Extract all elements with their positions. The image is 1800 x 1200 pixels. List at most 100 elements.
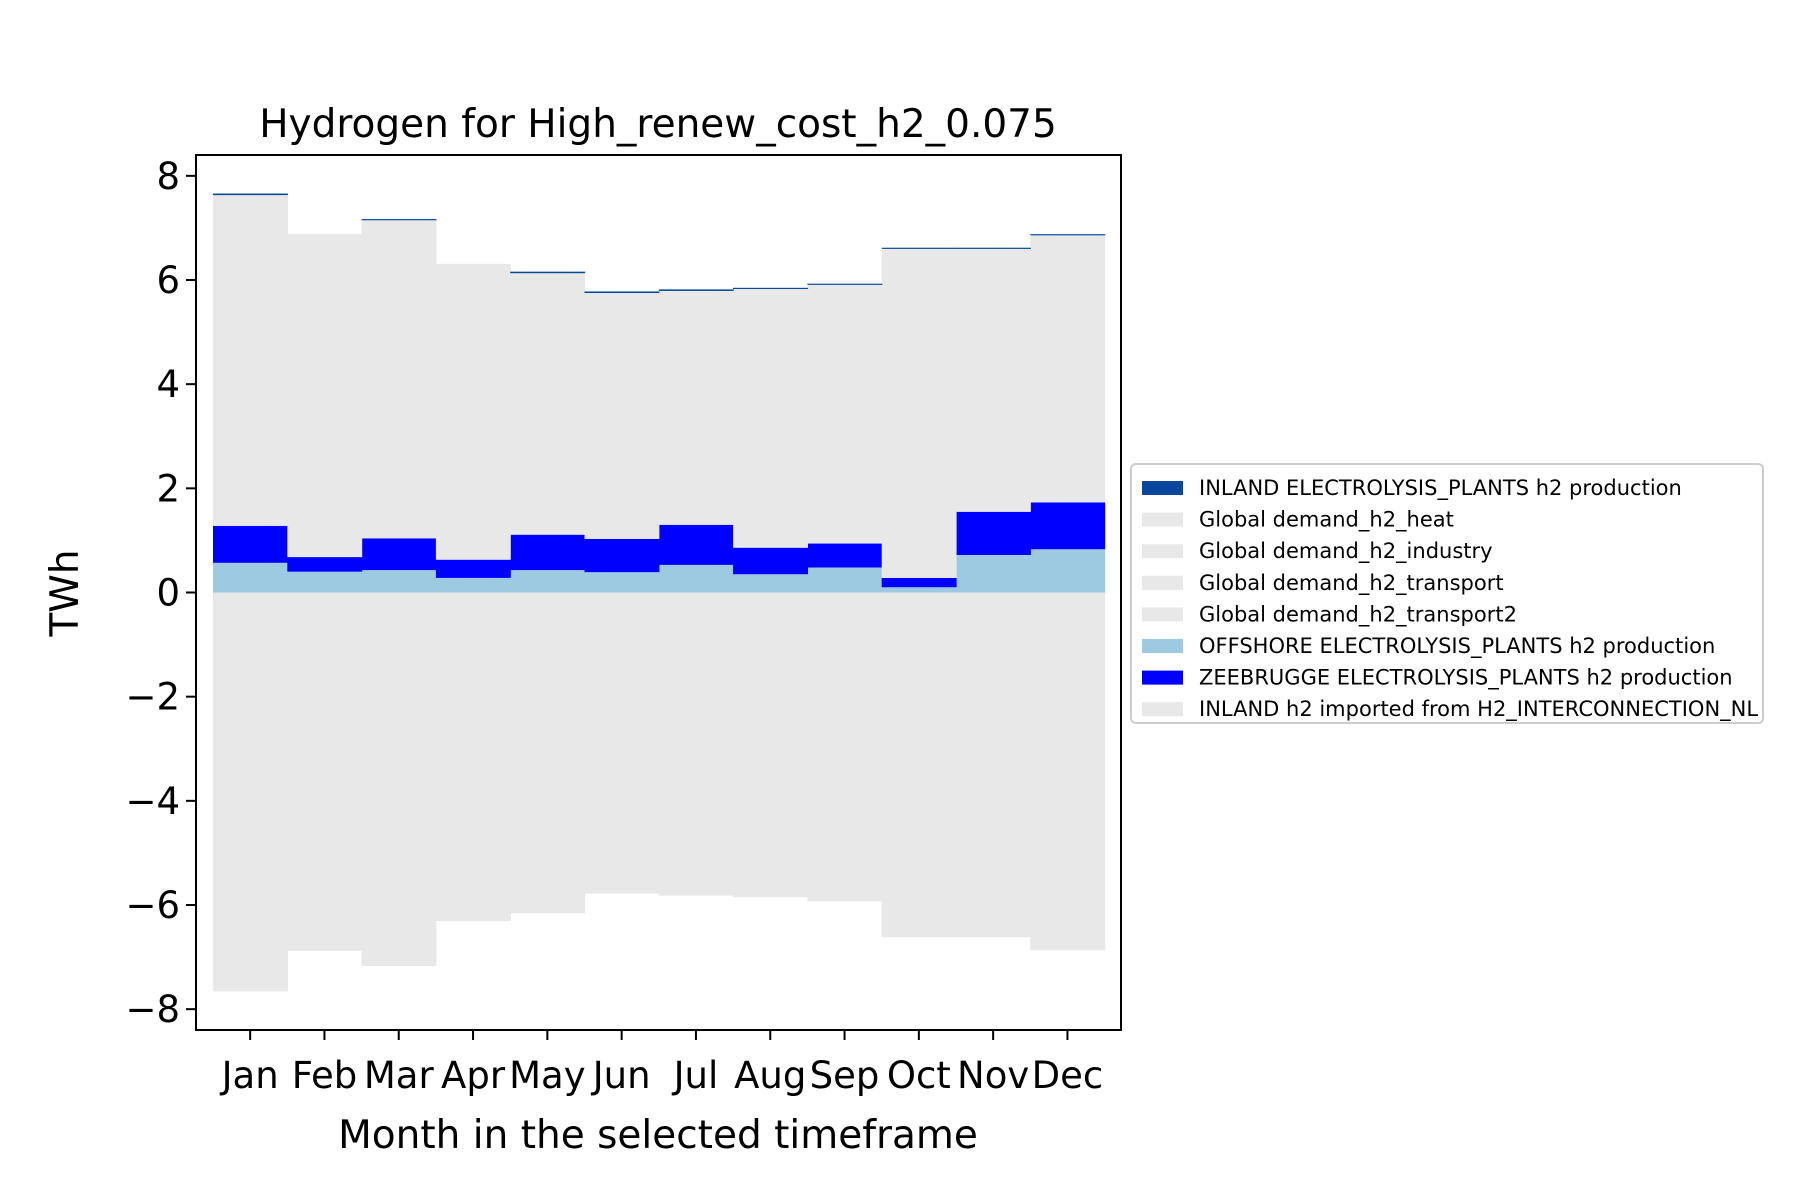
legend-swatch [1142, 544, 1183, 559]
bar-series1-nov [956, 511, 1031, 555]
bar-series1-may [510, 534, 586, 571]
y-axis-label: TWh [43, 549, 88, 637]
bar-series0-jan [213, 562, 288, 593]
bar-demand-jan [213, 592, 288, 992]
bar-series3-aug [733, 287, 808, 290]
bar-series0-aug [733, 574, 808, 593]
bar-series3-nov [956, 247, 1031, 249]
bar-series0-nov [956, 555, 1031, 593]
bar-series2-mar [361, 220, 437, 539]
bar-demand-dec [1030, 592, 1106, 951]
bar-demand-apr [435, 592, 511, 922]
legend-label: Global demand_h2_heat [1199, 508, 1454, 533]
bar-series0-jul [658, 564, 734, 593]
bar-series1-apr [435, 559, 511, 578]
x-tick-label-nov: Nov [957, 1054, 1029, 1097]
bar-demand-nov [956, 592, 1031, 938]
bar-series1-oct [881, 577, 957, 588]
legend-frame [1130, 463, 1764, 724]
legend: INLAND ELECTROLYSIS_PLANTS h2 production… [1130, 463, 1764, 724]
bar-series3-oct [881, 247, 957, 249]
bar-series0-oct [881, 587, 957, 593]
y-tick-label: 0 [156, 572, 180, 615]
bar-series0-jun [584, 572, 660, 593]
x-tick-label-apr: Apr [441, 1054, 506, 1097]
bar-demand-mar [361, 592, 437, 966]
bar-series2-jul [658, 290, 734, 525]
x-tick-label-feb: Feb [292, 1054, 358, 1097]
bar-series2-nov [956, 248, 1031, 512]
legend-swatch [1142, 481, 1183, 495]
bar-series1-sep [807, 543, 883, 568]
legend-swatch [1142, 607, 1183, 622]
bar-series3-sep [807, 283, 883, 285]
bar-series2-apr [435, 263, 511, 560]
bar-demand-jun [584, 592, 660, 894]
legend-label: INLAND h2 imported from H2_INTERCONNECTI… [1199, 697, 1758, 722]
y-tick-label: 4 [156, 363, 180, 406]
legend-label: Global demand_h2_transport [1199, 571, 1504, 596]
legend-swatch [1142, 575, 1183, 590]
x-tick-label-dec: Dec [1032, 1054, 1104, 1097]
x-axis: Jan Feb Mar Apr May Jun Jul Aug Sep Oct Nov Dec [220, 1030, 1104, 1097]
y-axis: 8 6 4 2 0 −2 −4 −6 −8 [125, 155, 196, 1031]
bar-series3-jun [584, 291, 660, 294]
x-tick-label-mar: Mar [364, 1054, 435, 1097]
y-tick-label: −2 [125, 676, 180, 719]
bar-series1-feb [287, 557, 363, 572]
bar-demand-sep [807, 592, 883, 902]
legend-swatch [1142, 670, 1183, 685]
bar-series3-jul [658, 289, 734, 291]
legend-swatch [1142, 639, 1183, 653]
bar-series3-dec [1030, 234, 1106, 236]
bar-series1-jun [584, 538, 660, 573]
plot-area [213, 193, 1106, 992]
bar-series1-dec [1030, 502, 1106, 550]
legend-label: INLAND ELECTROLYSIS_PLANTS h2 production [1199, 476, 1682, 501]
bar-series2-jan [213, 195, 288, 526]
bar-series0-mar [361, 570, 437, 593]
x-tick-label-sep: Sep [810, 1054, 880, 1097]
bar-series2-aug [733, 288, 808, 548]
legend-swatch [1142, 512, 1183, 527]
legend-label: Global demand_h2_industry [1199, 539, 1493, 564]
y-tick-label: 2 [156, 467, 180, 510]
y-tick-label: −4 [125, 780, 180, 823]
bar-demand-aug [733, 592, 808, 898]
bar-series1-mar [361, 538, 437, 571]
chart-title: Hydrogen for High_renew_cost_h2_0.075 [259, 102, 1057, 147]
y-tick-label: 6 [156, 259, 180, 302]
x-tick-label-jul: Jul [672, 1054, 719, 1097]
x-axis-label: Month in the selected timeframe [338, 1113, 978, 1158]
bar-series3-jan [213, 193, 288, 196]
bar-series0-sep [807, 567, 883, 593]
legend-label: Global demand_h2_transport2 [1199, 602, 1517, 627]
bar-demand-feb [287, 592, 363, 951]
bar-demand-jul [658, 592, 734, 896]
y-tick-label: −6 [125, 884, 180, 927]
y-tick-label: −8 [125, 988, 180, 1031]
bar-series2-sep [807, 284, 883, 544]
bar-series2-feb [287, 234, 363, 558]
y-tick-label: 8 [156, 155, 180, 198]
bar-series0-may [510, 570, 586, 593]
bar-series0-dec [1030, 549, 1106, 593]
legend-swatch [1142, 702, 1183, 717]
bar-series0-feb [287, 571, 363, 593]
bar-series3-mar [361, 219, 437, 221]
bar-series2-jun [584, 293, 660, 539]
bar-demand-may [510, 592, 586, 914]
x-tick-label-jun: Jun [591, 1054, 651, 1097]
legend-label: OFFSHORE ELECTROLYSIS_PLANTS h2 producti… [1199, 634, 1715, 659]
bar-series3-may [510, 271, 586, 274]
bar-series1-aug [733, 547, 808, 575]
x-tick-label-aug: Aug [734, 1054, 806, 1097]
x-tick-label-oct: Oct [887, 1054, 951, 1097]
bar-series1-jan [213, 525, 288, 563]
bar-series0-apr [435, 577, 511, 593]
x-tick-label-jan: Jan [220, 1054, 279, 1097]
bar-demand-oct [881, 592, 957, 938]
bar-series2-may [510, 273, 586, 535]
legend-label: ZEEBRUGGE ELECTROLYSIS_PLANTS h2 product… [1199, 666, 1733, 691]
